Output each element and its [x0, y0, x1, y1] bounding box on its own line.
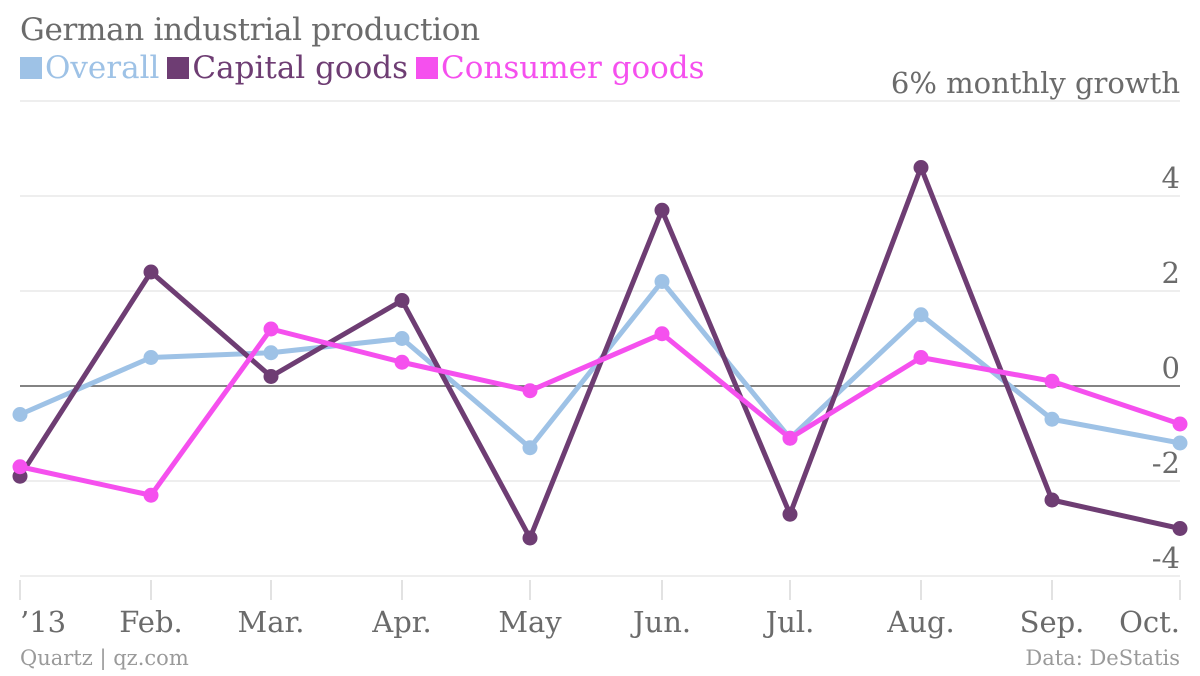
- x-tick-label: Feb.: [119, 605, 182, 639]
- y-tick-label: -2: [1152, 446, 1180, 480]
- data-point-overall: [394, 331, 410, 346]
- data-point-consumer-goods: [1044, 373, 1060, 389]
- data-point-capital-goods: [782, 506, 798, 522]
- data-point-overall: [263, 345, 279, 361]
- x-tick-label: ’13: [20, 605, 66, 639]
- data-point-consumer-goods: [263, 321, 279, 337]
- data-point-capital-goods: [913, 160, 929, 175]
- data-point-consumer-goods: [782, 430, 798, 446]
- source-text: Data: DeStatis: [1025, 646, 1180, 670]
- y-axis-top-label: 6% monthly growth: [891, 66, 1180, 100]
- data-point-consumer-goods: [1172, 416, 1188, 432]
- series-line-consumer-goods: [17, 326, 1183, 498]
- chart-title: German industrial production: [20, 12, 480, 48]
- data-point-overall: [143, 350, 159, 365]
- y-tick-label: 2: [1162, 256, 1180, 290]
- legend-swatch-consumer-goods: [416, 57, 438, 79]
- legend-swatch-capital-goods: [167, 57, 190, 79]
- data-point-consumer-goods: [394, 354, 410, 370]
- legend-swatch-overall: [20, 57, 42, 79]
- y-tick-label: -4: [1152, 541, 1180, 575]
- x-tick-label: May: [498, 605, 562, 639]
- data-point-consumer-goods: [143, 487, 159, 503]
- data-point-overall: [1044, 411, 1060, 427]
- data-point-consumer-goods: [12, 459, 28, 475]
- data-point-overall: [913, 307, 929, 323]
- data-point-capital-goods: [654, 202, 670, 218]
- legend-item-consumer-goods: Consumer goods: [416, 48, 705, 88]
- x-tick-label: Jul.: [763, 605, 815, 639]
- y-tick-label: 0: [1162, 351, 1180, 385]
- data-point-consumer-goods: [522, 383, 538, 399]
- legend-label-overall: Overall: [45, 50, 160, 86]
- data-point-capital-goods: [1044, 492, 1060, 508]
- data-point-overall: [12, 407, 28, 422]
- data-point-overall: [522, 440, 538, 456]
- x-tick-label: Aug.: [886, 605, 954, 639]
- data-point-capital-goods: [143, 264, 159, 280]
- y-tick-label: 4: [1162, 161, 1180, 195]
- data-point-capital-goods: [394, 293, 410, 308]
- data-point-capital-goods: [1172, 521, 1188, 536]
- legend-label-capital-goods: Capital goods: [192, 50, 408, 86]
- data-point-capital-goods: [522, 530, 538, 546]
- x-tick-label: Apr.: [371, 605, 431, 639]
- data-point-overall: [1172, 435, 1188, 451]
- credit-text: Quartz | qz.com: [20, 646, 189, 670]
- legend-item-overall: Overall: [20, 48, 159, 88]
- x-tick-label: Jun.: [630, 605, 691, 639]
- legend-label-consumer-goods: Consumer goods: [441, 50, 705, 86]
- data-point-consumer-goods: [913, 350, 929, 365]
- x-tick-label: Sep.: [1020, 605, 1085, 639]
- data-point-capital-goods: [263, 369, 279, 384]
- data-point-overall: [654, 274, 670, 289]
- legend: Overall Capital goods Consumer goods: [20, 48, 713, 88]
- series-line-capital-goods: [17, 165, 1183, 541]
- x-tick-label: Oct.: [1119, 605, 1180, 639]
- legend-item-capital-goods: Capital goods: [167, 48, 408, 88]
- data-point-consumer-goods: [654, 326, 670, 342]
- x-tick-label: Mar.: [238, 605, 305, 639]
